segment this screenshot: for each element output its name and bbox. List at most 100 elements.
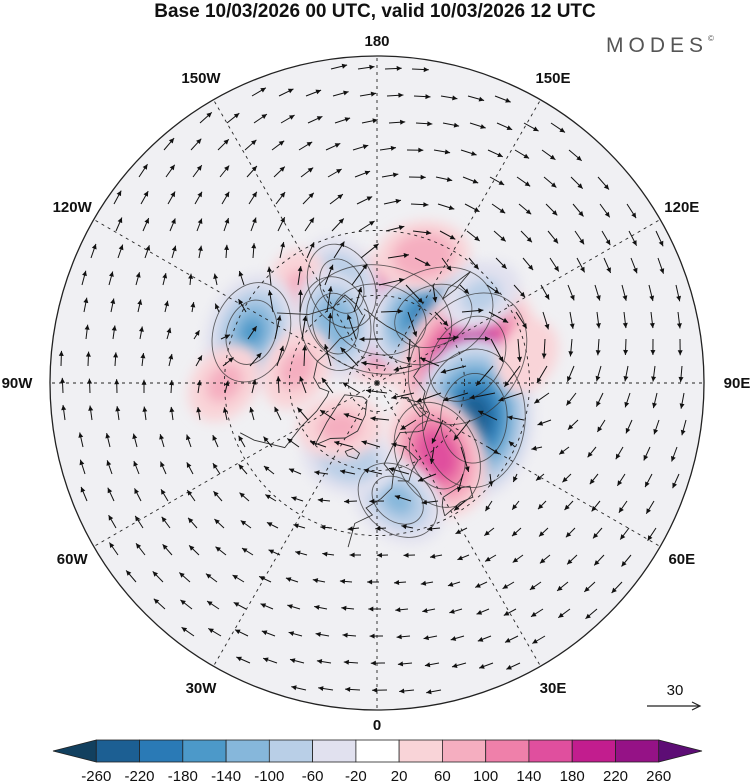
wind-arrow-head <box>251 166 257 172</box>
wind-arrow-head <box>190 302 196 308</box>
wind-arrow-head <box>363 468 370 474</box>
wind-arrow <box>363 468 383 475</box>
wind-arrow <box>169 406 175 421</box>
wind-arrow-head <box>471 151 477 156</box>
wind-arrow-head <box>569 323 575 329</box>
wind-arrow-head <box>328 264 334 271</box>
wind-arrow <box>251 379 257 394</box>
wind-arrow <box>440 95 458 101</box>
wind-arrow <box>520 230 533 243</box>
colorbar-tick-label: 140 <box>516 768 541 783</box>
wind-arrow-head <box>566 399 572 406</box>
wind-arrow-head <box>539 558 546 564</box>
wind-arrow-head <box>224 380 230 387</box>
wind-arrow-head <box>505 637 511 643</box>
wind-arrow <box>298 141 313 151</box>
wind-arrow <box>301 315 308 340</box>
wind-arrow <box>329 193 344 205</box>
wind-arrow <box>87 378 93 394</box>
wind-arrow-head <box>397 308 403 314</box>
wind-arrow <box>343 659 359 665</box>
reference-vector: 30 <box>647 682 702 711</box>
wind-arrow-head <box>260 87 266 93</box>
wind-arrow <box>361 360 386 367</box>
wind-arrow <box>437 203 455 210</box>
wind-arrow <box>223 217 230 232</box>
wind-arrow <box>393 365 413 372</box>
wind-arrow-head <box>188 517 194 524</box>
wind-arrow-head <box>403 253 409 258</box>
wind-arrow <box>420 580 434 586</box>
colorbar-cell <box>571 739 616 763</box>
wind-arrow <box>540 284 550 300</box>
wind-arrow <box>565 527 576 538</box>
wind-arrow <box>251 243 257 259</box>
coastline <box>344 447 361 460</box>
wind-arrow-head <box>372 687 378 693</box>
wind-arrow <box>403 552 416 558</box>
wind-arrow-head <box>676 323 682 329</box>
wind-arrow-head <box>412 331 418 337</box>
wind-arrow <box>222 407 228 421</box>
wind-arrow <box>271 140 285 151</box>
wind-arrow-head <box>618 507 624 513</box>
wind-arrow <box>141 379 147 393</box>
wind-arrow-head <box>478 96 485 102</box>
wind-arrow <box>105 432 111 448</box>
wind-arrow-head <box>197 191 202 198</box>
wind-arrow <box>342 382 361 394</box>
wind-arrow-head <box>212 463 218 469</box>
wind-arrow <box>507 415 525 421</box>
wind-arrow-head <box>341 63 348 69</box>
wind-arrow-head <box>251 243 257 249</box>
wind-arrow <box>117 244 124 259</box>
wind-arrow-head <box>603 184 609 190</box>
wind-arrow-head <box>565 532 572 538</box>
wind-arrow <box>249 406 255 421</box>
wind-arrow-head <box>79 459 85 466</box>
wind-arrow <box>331 218 345 232</box>
wind-arrow <box>396 634 411 640</box>
wind-arrow-head <box>342 382 348 388</box>
wind-arrow <box>503 365 521 388</box>
colorbar-cell <box>52 739 97 763</box>
wind-arrow-head <box>361 440 368 446</box>
wind-arrow-head <box>477 637 484 642</box>
wind-arrow-head <box>449 234 456 240</box>
wind-arrow-head <box>215 303 220 310</box>
wind-arrow-head <box>317 497 323 503</box>
wind-arrow-head <box>137 299 143 305</box>
wind-arrow-head <box>168 354 174 360</box>
wind-arrow <box>675 284 681 302</box>
wind-arrow <box>671 446 678 462</box>
wind-arrow-head <box>113 352 119 358</box>
wind-arrow <box>169 380 174 394</box>
wind-arrow <box>238 270 245 286</box>
wind-arrow-head <box>671 455 676 462</box>
wind-arrow <box>514 149 530 159</box>
wind-arrow-head <box>632 267 638 274</box>
wind-arrow <box>394 495 412 502</box>
wind-arrow <box>309 440 327 448</box>
wind-arrow-head <box>359 336 365 342</box>
wind-arrow <box>263 465 275 475</box>
wind-arrow <box>464 203 480 213</box>
wind-arrow <box>222 357 234 367</box>
wind-arrow-head <box>309 242 315 248</box>
wind-arrow <box>110 298 116 313</box>
wind-arrow <box>192 164 203 178</box>
wind-arrow-head <box>423 67 429 73</box>
wind-arrow <box>603 257 612 274</box>
longitude-label-90e: 90E <box>724 375 750 392</box>
wind-arrow <box>496 122 513 131</box>
wind-arrow-head <box>161 489 166 495</box>
wind-arrow <box>511 527 522 537</box>
wind-arrow-head <box>568 351 574 357</box>
wind-arrow <box>383 198 402 205</box>
wind-arrow-head <box>105 433 111 439</box>
wind-arrow <box>570 176 584 189</box>
wind-arrow-head <box>367 579 373 585</box>
wind-arrow <box>169 218 176 232</box>
wind-arrow <box>268 549 281 556</box>
wind-arrow-head <box>108 515 114 521</box>
